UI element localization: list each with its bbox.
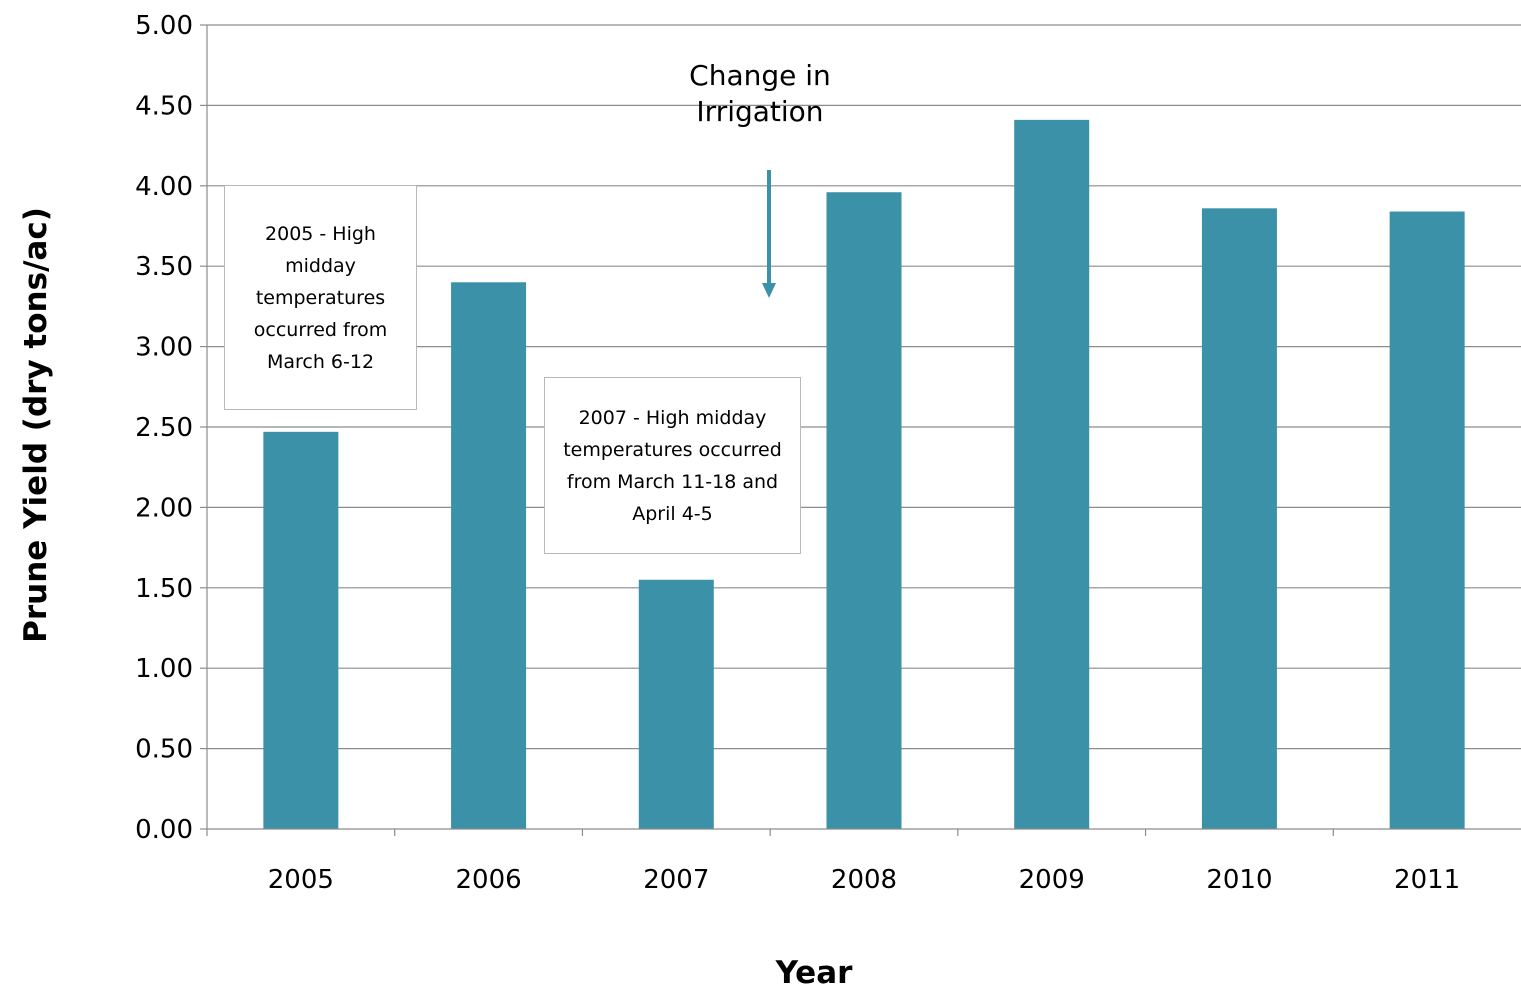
- x-axis-title: Year: [775, 955, 854, 991]
- irrigation-arrow-head: [762, 283, 776, 298]
- note-2007-text: 2007 - High midday temperatures occurred…: [563, 406, 782, 525]
- bar-2010: [1201, 208, 1277, 829]
- bar-2007: [638, 579, 714, 829]
- y-tick-label: 0.50: [135, 735, 193, 765]
- x-tick-label: 2007: [643, 865, 709, 895]
- x-tick-labels: 2005 2006 2007 2008 2009 2010 2011: [268, 865, 1460, 895]
- bar-2006: [451, 282, 527, 829]
- y-tick-label: 5.00: [135, 11, 193, 41]
- y-tick-label: 3.00: [135, 333, 193, 363]
- y-tick-label: 4.00: [135, 172, 193, 202]
- y-tick-label: 4.50: [135, 91, 193, 121]
- y-tick-label: 1.00: [135, 654, 193, 684]
- note-2005-text: 2005 - High midday temperatures occurred…: [253, 222, 388, 373]
- x-tick-label: 2009: [1019, 865, 1085, 895]
- y-tick-label: 3.50: [135, 252, 193, 282]
- y-axis-title: Prune Yield (dry tons/ac): [18, 207, 54, 643]
- irrigation-callout-line1: Change in: [689, 59, 831, 92]
- x-tick-label: 2011: [1394, 865, 1460, 895]
- y-tick-label: 2.00: [135, 493, 193, 523]
- y-tick-label: 0.00: [135, 815, 193, 845]
- bars: [263, 119, 1465, 829]
- bar-2008: [826, 192, 902, 829]
- irrigation-arrow: [762, 170, 776, 298]
- y-tick-label: 1.50: [135, 574, 193, 604]
- note-2005: 2005 - High midday temperatures occurred…: [224, 185, 417, 410]
- irrigation-callout: Change in Irrigation: [660, 58, 860, 130]
- x-tick-label: 2006: [455, 865, 521, 895]
- bar-2011: [1389, 211, 1465, 829]
- x-tick-label: 2005: [268, 865, 334, 895]
- x-tick-label: 2010: [1206, 865, 1272, 895]
- bar-2009: [1014, 119, 1090, 829]
- irrigation-callout-line2: Irrigation: [696, 95, 824, 128]
- bar-2005: [263, 431, 339, 829]
- note-2007: 2007 - High midday temperatures occurred…: [544, 377, 801, 554]
- axes: [200, 24, 1521, 836]
- x-tick-label: 2008: [831, 865, 897, 895]
- y-tick-labels: 0.00 0.50 1.00 1.50 2.00 2.50 3.00 3.50 4.00 4.50…: [135, 11, 193, 845]
- y-tick-label: 2.50: [135, 413, 193, 443]
